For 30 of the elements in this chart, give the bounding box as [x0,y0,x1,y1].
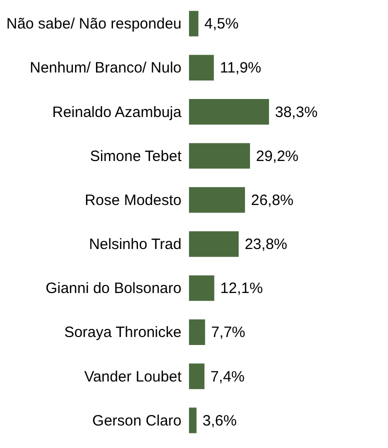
data-label: 26,8% [250,192,294,209]
data-label: 7,4% [210,368,245,386]
bar [189,10,198,36]
bar [189,319,206,346]
y-tick-label: Não sabe/ Não respondeu [6,16,182,33]
data-label: 38,3% [275,104,318,121]
bar [189,231,239,257]
data-label: 29,2% [256,148,299,165]
y-tick-label: Simone Tebet [90,148,182,165]
y-tick-label: Rose Modesto [84,192,182,209]
y-tick-label: Reinaldo Azambuja [52,104,182,121]
bar [189,143,250,169]
data-label: 11,9% [220,60,262,77]
y-tick-label: Nelsinho Trad [88,236,182,254]
bar [189,275,214,301]
y-tick-label: Gianni do Bolsonaro [46,280,182,298]
data-label: 7,7% [211,324,246,342]
bar [189,364,204,390]
bar [189,187,245,213]
bar [189,98,269,125]
bar [189,408,197,434]
bar [189,54,214,80]
y-tick-label: Vander Loubet [84,368,182,386]
data-label: 3,6% [202,412,237,430]
data-label: 23,8% [244,236,288,254]
data-label: 4,5% [204,16,239,33]
y-tick-label: Soraya Thronicke [64,324,182,342]
y-tick-label: Gerson Claro [92,412,182,430]
data-label: 12,1% [220,280,263,298]
y-tick-label: Nenhum/ Branco/ Nulo [30,60,182,77]
